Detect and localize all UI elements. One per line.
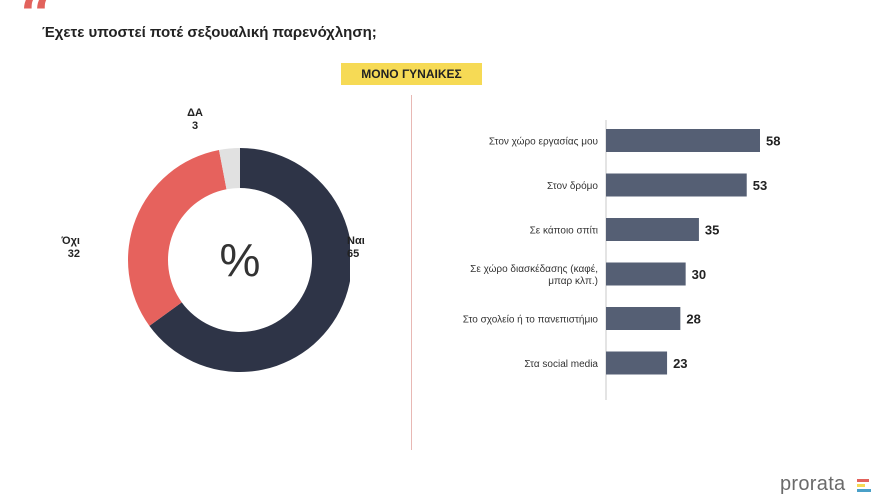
bar-value-label: 28 bbox=[686, 312, 700, 327]
donut-slice bbox=[149, 148, 352, 372]
bar-value-label: 53 bbox=[753, 178, 767, 193]
bar-category-label: Στο σχολείο ή το πανεπιστήμιο bbox=[463, 314, 599, 326]
bar bbox=[606, 218, 699, 241]
donut-chart: % Ναι 65 Όχι 32 ΔΑ 3 bbox=[62, 107, 365, 385]
bar-category-label: Στον χώρο εργασίας μου bbox=[489, 136, 598, 148]
donut-slice bbox=[219, 148, 240, 190]
logo-mark-icon bbox=[855, 477, 875, 493]
bar-chart: Στον χώρο εργασίας μου 58 Στον δρόμο 53 Σε κ… bbox=[420, 120, 860, 400]
quote-icon: “ bbox=[20, 0, 54, 49]
bar-value-label: 30 bbox=[692, 267, 706, 282]
donut-center-label: % bbox=[220, 234, 261, 286]
divider bbox=[411, 95, 412, 450]
filter-badge: ΜΟΝΟ ΓΥΝΑΙΚΕΣ bbox=[341, 63, 482, 85]
donut-label-category: ΔΑ bbox=[187, 107, 203, 119]
bar-category-label: Σε χώρο διασκέδασης (καφέ, μπαρ κλπ.) bbox=[470, 263, 598, 287]
bar bbox=[606, 351, 668, 375]
bar bbox=[606, 307, 681, 330]
bar bbox=[606, 129, 760, 152]
prorata-logo: prorata bbox=[780, 473, 846, 495]
donut-label-category: Όχι bbox=[61, 235, 80, 247]
bar-value-label: 35 bbox=[705, 223, 719, 238]
donut-slice bbox=[127, 149, 227, 326]
donut-label: ΔΑ 3 bbox=[175, 107, 215, 133]
donut-label: Όχι 32 bbox=[40, 235, 80, 261]
bar-category-label: Στον δρόμο bbox=[547, 180, 598, 192]
bar-value-label: 23 bbox=[673, 356, 687, 371]
bar-category-label: Σε κάποιο σπίτι bbox=[530, 225, 598, 237]
donut-label-category: Ναι bbox=[347, 235, 365, 247]
bar bbox=[606, 173, 747, 197]
bar-value-label: 58 bbox=[766, 134, 780, 149]
donut-label-value: 32 bbox=[67, 248, 80, 261]
donut-label-value: 3 bbox=[191, 120, 199, 133]
donut-label-value: 65 bbox=[347, 248, 360, 261]
bar bbox=[606, 262, 686, 286]
donut-label: Ναι 65 bbox=[347, 235, 387, 261]
bar-category-label: Στα social media bbox=[524, 359, 598, 370]
page-title: Έχετε υποστεί ποτέ σεξουαλική παρενόχλησ… bbox=[42, 24, 377, 41]
